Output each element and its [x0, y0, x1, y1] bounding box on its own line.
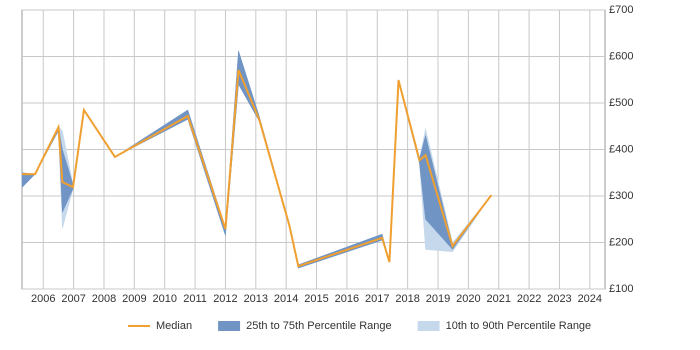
x-tick-label: 2006: [31, 293, 55, 305]
legend-swatch: [417, 321, 440, 331]
legend-label: 25th to 75th Percentile Range: [246, 320, 392, 332]
x-tick-label: 2023: [547, 293, 571, 305]
x-tick-label: 2022: [517, 293, 541, 305]
x-tick-label: 2015: [304, 293, 328, 305]
y-tick-label: £700: [609, 4, 633, 16]
x-tick-label: 2017: [365, 293, 389, 305]
x-tick-label: 2016: [335, 293, 359, 305]
legend-swatch: [218, 321, 241, 331]
legend-label: 10th to 90th Percentile Range: [446, 320, 592, 332]
x-tick-label: 2008: [92, 293, 116, 305]
x-tick-label: 2007: [61, 293, 85, 305]
y-tick-label: £200: [609, 236, 633, 248]
median-line: [22, 69, 493, 268]
x-tick-label: 2014: [274, 293, 298, 305]
y-tick-label: £100: [609, 283, 633, 295]
x-tick-label: 2018: [395, 293, 419, 305]
x-tick-label: 2019: [426, 293, 450, 305]
x-tick-label: 2024: [578, 293, 602, 305]
x-tick-label: 2010: [152, 293, 176, 305]
legend-label: Median: [156, 320, 192, 332]
x-tick-label: 2021: [486, 293, 510, 305]
x-tick-label: 2013: [244, 293, 268, 305]
y-tick-label: £400: [609, 143, 633, 155]
x-tick-label: 2012: [213, 293, 237, 305]
x-tick-label: 2011: [183, 293, 207, 305]
x-tick-label: 2009: [122, 293, 146, 305]
x-tick-label: 2020: [456, 293, 480, 305]
y-tick-label: £300: [609, 190, 633, 202]
y-tick-label: £600: [609, 50, 633, 62]
y-tick-label: £500: [609, 97, 633, 109]
